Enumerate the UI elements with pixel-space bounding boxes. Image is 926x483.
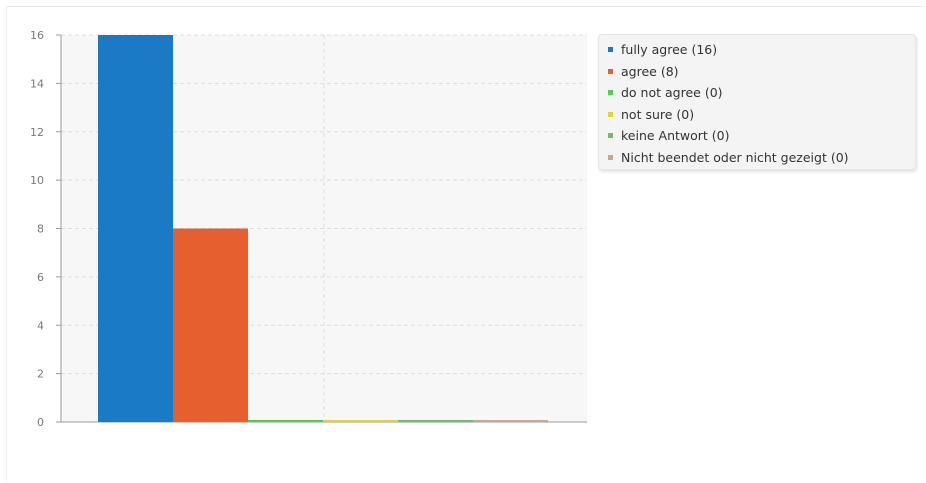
- legend-item: not sure (0): [608, 104, 915, 126]
- legend-label: keine Antwort (0): [621, 128, 730, 144]
- legend-swatch: [608, 133, 613, 139]
- legend-label: Nicht beendet oder nicht gezeigt (0): [621, 149, 849, 165]
- legend-item: agree (8): [608, 61, 915, 83]
- legend-swatch: [608, 111, 613, 117]
- legend-swatch: [608, 154, 613, 160]
- y-tick-label: 14: [30, 77, 44, 90]
- y-tick-label: 6: [37, 271, 44, 284]
- legend-label: not sure (0): [621, 106, 695, 122]
- y-tick-label: 2: [37, 368, 44, 381]
- legend-item: Nicht beendet oder nicht gezeigt (0): [608, 147, 915, 169]
- bar: [323, 420, 398, 422]
- y-tick-label: 16: [30, 29, 44, 42]
- legend-label: fully agree (16): [621, 42, 718, 58]
- legend-swatch: [608, 68, 613, 74]
- bar: [98, 35, 173, 422]
- y-tick-label: 0: [37, 416, 44, 429]
- legend-swatch: [608, 47, 613, 53]
- legend: fully agree (16) agree (8) do not agree …: [598, 34, 916, 170]
- y-tick-label: 10: [30, 174, 44, 187]
- bar: [473, 420, 548, 422]
- y-tick-label: 8: [37, 223, 44, 236]
- bar: [398, 420, 473, 422]
- bars: [98, 35, 548, 422]
- y-tick-label: 12: [30, 126, 44, 139]
- chart-frame: [6, 6, 924, 481]
- legend-swatch: [608, 90, 613, 96]
- y-tick-label: 4: [37, 319, 44, 332]
- legend-item: keine Antwort (0): [608, 125, 915, 147]
- bar: [173, 228, 248, 422]
- legend-label: do not agree (0): [621, 85, 723, 101]
- legend-label: agree (8): [621, 63, 679, 79]
- legend-item: do not agree (0): [608, 82, 915, 104]
- legend-item: fully agree (16): [608, 39, 915, 61]
- bar: [248, 420, 323, 422]
